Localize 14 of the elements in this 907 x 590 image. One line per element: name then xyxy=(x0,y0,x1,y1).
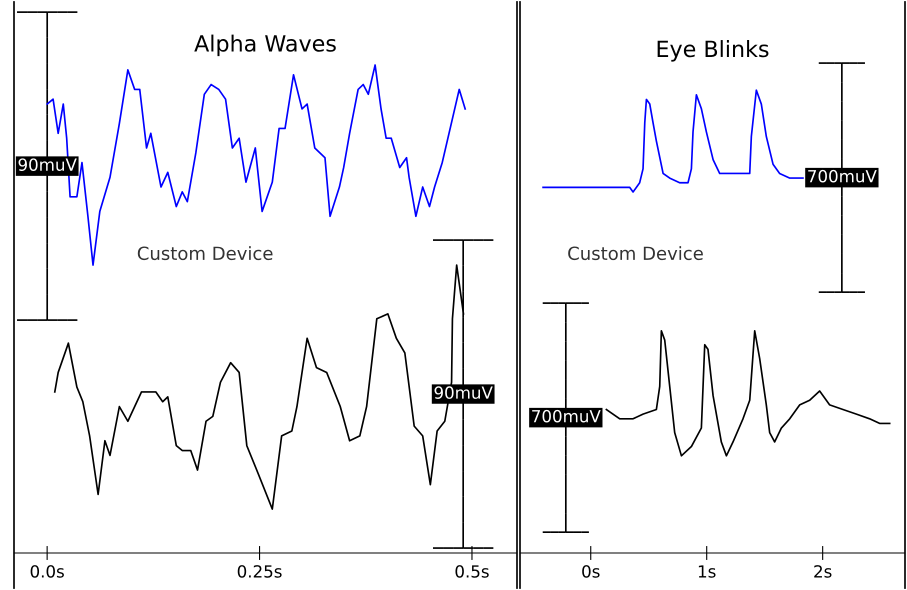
x-tick-label: 0s xyxy=(582,565,600,578)
x-tick-label: 1s xyxy=(698,565,716,578)
x-tick-label: 0.0s xyxy=(30,565,64,578)
text: Custom Device xyxy=(138,246,273,260)
x-tick-label: 0.25s xyxy=(238,565,282,578)
text: Custom Device xyxy=(568,246,703,260)
annotation: 700muV xyxy=(808,170,877,182)
chart-title: Alpha Waves xyxy=(194,34,336,56)
x-tick-label: 0.5s xyxy=(455,565,489,578)
x-tick-label: 2s xyxy=(814,565,832,578)
annotation: 700muV xyxy=(532,410,601,422)
chart-title: Eye Blinks xyxy=(658,40,768,62)
annotation: 90muV xyxy=(18,158,77,171)
annotation: 90muV xyxy=(434,386,493,399)
